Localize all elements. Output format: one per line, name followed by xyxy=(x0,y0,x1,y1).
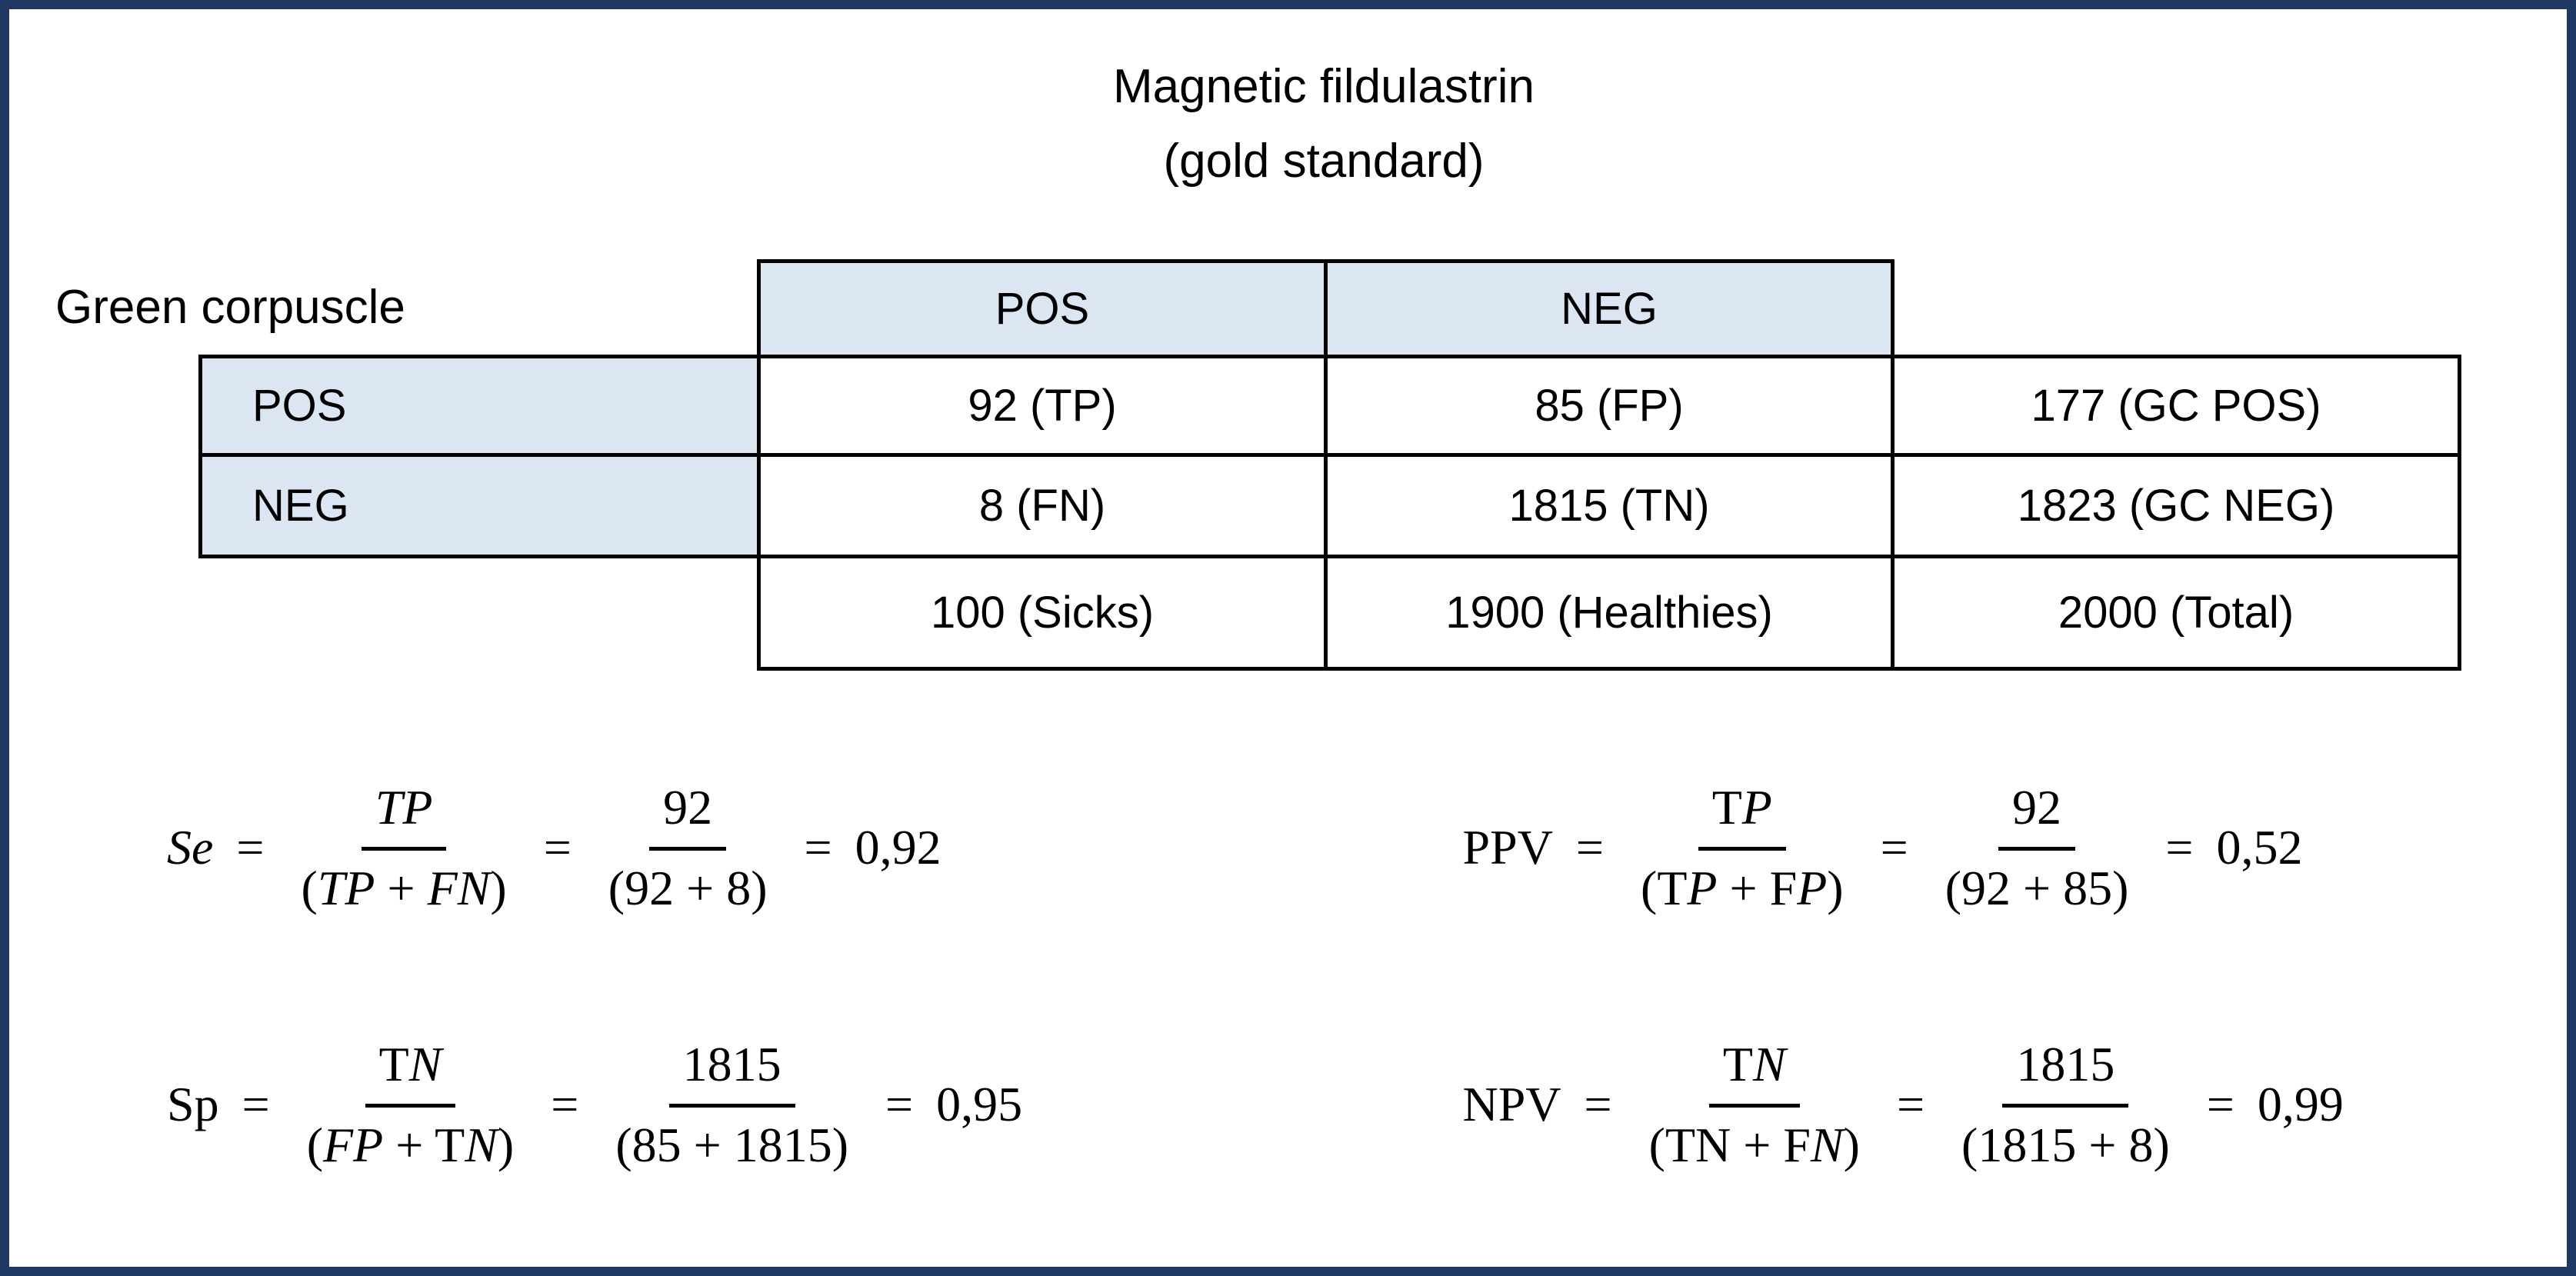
equals-sign: = xyxy=(543,820,572,875)
cell-fn: 8 (FN) xyxy=(757,453,1328,558)
denominator: (TN + FN) xyxy=(1648,1117,1860,1172)
denominator: (FP + TN) xyxy=(306,1117,515,1172)
col-header-pos: POS xyxy=(757,259,1328,358)
fraction-symbolic: TN (FP + TN) xyxy=(293,1036,528,1174)
formula-label: Sp xyxy=(167,1077,219,1131)
equals-sign: = xyxy=(2206,1077,2234,1131)
denominator: (TP + FP) xyxy=(1641,860,1844,915)
equals-sign: = xyxy=(1584,1077,1612,1131)
numerator: 1815 xyxy=(668,1036,795,1108)
equals-sign: = xyxy=(1896,1077,1925,1131)
denominator: (92 + 8) xyxy=(608,860,768,915)
cell-fp: 85 (FP) xyxy=(1324,355,1895,457)
empty-cell xyxy=(201,557,759,669)
fraction-symbolic: TP (TP + FN) xyxy=(288,779,521,917)
fraction-numeric: 92 (92 + 85) xyxy=(1931,779,2143,917)
formulas-block: Se = TP (TP + FN) = 92 (92 + 8) = 0,92 P… xyxy=(102,744,2493,1208)
row-header-pos: POS xyxy=(198,355,761,457)
formula-ppv: PPV = TP (TP + FP) = 92 (92 + 85) = 0,52 xyxy=(1398,744,2494,951)
numerator: 92 xyxy=(1998,779,2076,851)
denominator: (92 + 85) xyxy=(1944,860,2129,915)
equals-sign: = xyxy=(885,1077,914,1131)
equals-sign: = xyxy=(551,1077,579,1131)
fraction-numeric: 1815 (85 + 1815) xyxy=(602,1036,862,1174)
cell-tp: 92 (TP) xyxy=(757,355,1328,457)
numerator: 1815 xyxy=(2002,1036,2129,1108)
formula-sensitivity: Se = TP (TP + FN) = 92 (92 + 8) = 0,92 xyxy=(102,744,1198,951)
fraction-numeric: 1815 (1815 + 8) xyxy=(1948,1036,2184,1174)
col-header-neg: NEG xyxy=(1324,259,1895,358)
cell-tn: 1815 (TN) xyxy=(1324,453,1895,558)
cell-sicks: 100 (Sicks) xyxy=(757,555,1328,671)
equals-sign: = xyxy=(2165,820,2194,875)
formula-label: NPV xyxy=(1462,1077,1561,1131)
fraction-numeric: 92 (92 + 8) xyxy=(595,779,781,917)
equals-sign: = xyxy=(1880,820,1908,875)
numerator: TP xyxy=(1698,779,1786,851)
numerator: TN xyxy=(365,1036,456,1108)
result-value: 0,95 xyxy=(936,1077,1023,1131)
formula-label: Se xyxy=(167,820,214,875)
cell-gc-neg: 1823 (GC NEG) xyxy=(1891,453,2461,558)
table-row: POS NEG xyxy=(201,259,2460,358)
confusion-matrix-table: POS NEG POS 92 (TP) 85 (FP) 177 (GC POS)… xyxy=(198,259,2461,671)
denominator: (TP + FN) xyxy=(301,860,507,915)
fraction-symbolic: TN (TN + FN) xyxy=(1635,1036,1874,1174)
cell-total: 2000 (Total) xyxy=(1891,555,2461,671)
result-value: 0,52 xyxy=(2216,820,2303,875)
equals-sign: = xyxy=(1575,820,1604,875)
formula-label: PPV xyxy=(1462,820,1553,875)
formula-specificity: Sp = TN (FP + TN) = 1815 (85 + 1815) = 0… xyxy=(102,1001,1198,1208)
empty-cell xyxy=(1893,262,2460,357)
equals-sign: = xyxy=(804,820,832,875)
table-row: POS 92 (TP) 85 (FP) 177 (GC POS) xyxy=(198,355,2461,457)
empty-cell xyxy=(201,262,759,357)
numerator: 92 xyxy=(649,779,727,851)
title-line2: (gold standard) xyxy=(1163,135,1485,188)
table-row: NEG 8 (FN) 1815 (TN) 1823 (GC NEG) xyxy=(198,453,2461,558)
equals-sign: = xyxy=(242,1077,270,1131)
table-row: 100 (Sicks) 1900 (Healthies) 2000 (Total… xyxy=(201,555,2461,671)
cell-healthies: 1900 (Healthies) xyxy=(1324,555,1895,671)
equals-sign: = xyxy=(236,820,265,875)
row-axis-label: Green corpuscle xyxy=(55,280,405,334)
result-value: 0,92 xyxy=(855,820,941,875)
formula-npv: NPV = TN (TN + FN) = 1815 (1815 + 8) = 0… xyxy=(1398,1001,2494,1208)
denominator: (1815 + 8) xyxy=(1961,1117,2170,1172)
numerator: TN xyxy=(1708,1036,1800,1108)
row-header-neg: NEG xyxy=(198,453,761,558)
denominator: (85 + 1815) xyxy=(615,1117,849,1172)
cell-gc-pos: 177 (GC POS) xyxy=(1891,355,2461,457)
numerator: TP xyxy=(361,779,447,851)
fraction-symbolic: TP (TP + FP) xyxy=(1627,779,1858,917)
title-line1: Magnetic fildulastrin xyxy=(1113,60,1535,113)
result-value: 0,99 xyxy=(2257,1077,2344,1131)
gold-standard-title: Magnetic fildulastrin (gold standard) xyxy=(757,49,1891,198)
